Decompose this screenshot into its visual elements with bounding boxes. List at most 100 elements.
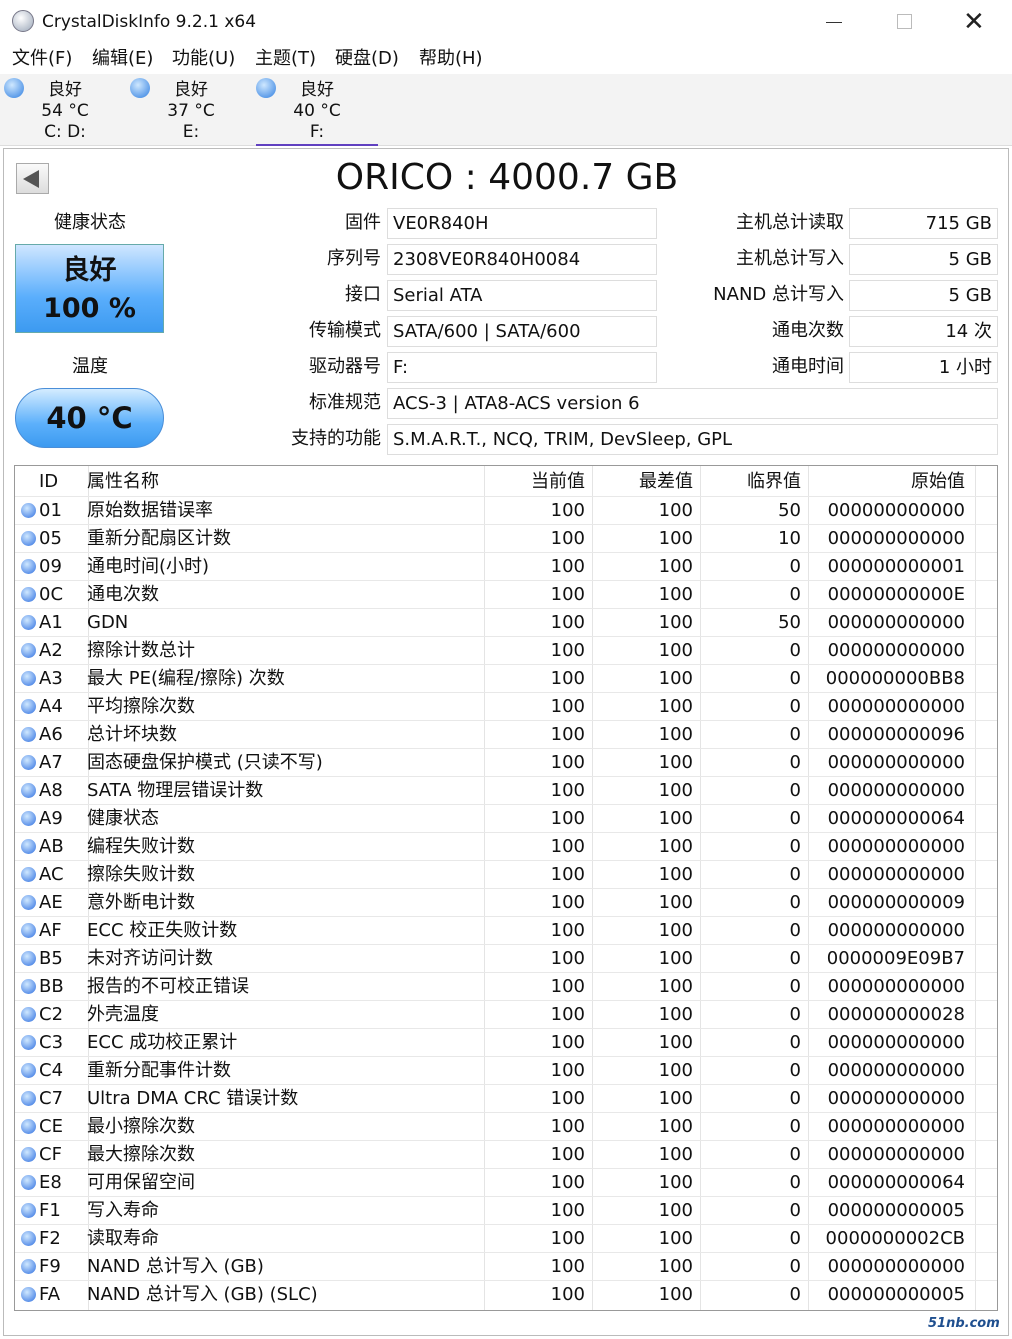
attribute-name: 报告的不可校正错误 [87, 976, 249, 997]
attribute-value: 0 [789, 1088, 801, 1109]
column-header[interactable]: ID [39, 471, 59, 492]
status-dot [21, 783, 36, 798]
attribute-value: 000000000000 [827, 1032, 965, 1053]
attribute-value: 0 [789, 948, 801, 969]
status-dot [21, 923, 36, 938]
status-dot [21, 1035, 36, 1050]
status-dot [21, 979, 36, 994]
attribute-value: 100 [658, 528, 693, 549]
attribute-value: 000000000000 [827, 528, 965, 549]
attribute-value: 100 [658, 1032, 693, 1053]
status-dot [21, 867, 36, 882]
maximize-button[interactable] [897, 14, 912, 29]
drive-temperature: 40 °C [293, 101, 341, 121]
info-value: F: [387, 352, 657, 383]
attribute-value: 100 [550, 1116, 585, 1137]
attribute-name: ECC 校正失败计数 [87, 920, 238, 941]
attribute-value: 100 [550, 724, 585, 745]
row-separator [15, 1028, 997, 1029]
attribute-value: 0 [789, 1060, 801, 1081]
main-panel: ORICO : 4000.7 GB 健康状态 良好 100 % 温度 40 °C… [3, 148, 1009, 1336]
drive-tab[interactable]: 良好 37 °C E: [130, 74, 252, 146]
attribute-value: 100 [550, 584, 585, 605]
attribute-id: A8 [39, 780, 63, 801]
attribute-value: 0 [789, 556, 801, 577]
smart-table: ID 属性名称 当前值 最差值 临界值 原始值 01 原始数据错误率 100 100 50 00000… [14, 465, 998, 1311]
status-dot [21, 951, 36, 966]
attribute-id: 09 [39, 556, 62, 577]
menu-item[interactable]: 文件(F) [12, 48, 73, 69]
info-label: 驱动器号 [309, 356, 381, 377]
status-dot [21, 643, 36, 658]
drive-tab[interactable]: 良好 54 °C C: D: [4, 74, 126, 146]
attribute-id: A6 [39, 724, 63, 745]
attribute-value: 100 [658, 1144, 693, 1165]
info-label: 标准规范 [309, 392, 381, 413]
info-value: VE0R840H [387, 208, 657, 239]
column-header[interactable]: 最差值 [639, 471, 693, 492]
row-separator [15, 1224, 997, 1225]
attribute-value: 0 [789, 1116, 801, 1137]
attribute-value: 0 [789, 1284, 801, 1305]
menu-item[interactable]: 主题(T) [255, 48, 317, 69]
menu-item[interactable]: 帮助(H) [419, 48, 483, 69]
attribute-value: 000000000000 [827, 752, 965, 773]
attribute-value: 100 [658, 668, 693, 689]
column-header[interactable]: 属性名称 [87, 471, 159, 492]
status-dot [21, 755, 36, 770]
row-separator [15, 1000, 997, 1001]
back-button[interactable] [16, 163, 49, 194]
attribute-id: F9 [39, 1256, 61, 1277]
attribute-id: CE [39, 1116, 63, 1137]
attribute-name: Ultra DMA CRC 错误计数 [87, 1088, 299, 1109]
attribute-id: B5 [39, 948, 63, 969]
attribute-id: F2 [39, 1228, 61, 1249]
attribute-name: 原始数据错误率 [87, 500, 213, 521]
attribute-name: 未对齐访问计数 [87, 948, 213, 969]
row-separator [15, 804, 997, 805]
attribute-value: 100 [658, 1284, 693, 1305]
app-icon [12, 10, 34, 32]
attribute-id: AE [39, 892, 63, 913]
row-separator [15, 1056, 997, 1057]
attribute-value: 100 [658, 640, 693, 661]
row-separator [15, 692, 997, 693]
row-separator [15, 1252, 997, 1253]
attribute-value: 000000000000 [827, 864, 965, 885]
attribute-value: 100 [550, 836, 585, 857]
attribute-value: 100 [658, 1004, 693, 1025]
attribute-value: 50 [778, 500, 801, 521]
minimize-button[interactable] [826, 22, 842, 23]
attribute-value: 100 [658, 948, 693, 969]
attribute-value: 0 [789, 1144, 801, 1165]
menu-item[interactable]: 功能(U) [172, 48, 236, 69]
column-header[interactable]: 临界值 [747, 471, 801, 492]
attribute-id: 0C [39, 584, 64, 605]
attribute-id: 01 [39, 500, 62, 521]
attribute-id: A9 [39, 808, 63, 829]
menu-item[interactable]: 硬盘(D) [335, 48, 399, 69]
attribute-value: 100 [658, 780, 693, 801]
attribute-name: 外壳温度 [87, 1004, 159, 1025]
attribute-id: A3 [39, 668, 63, 689]
menu-item[interactable]: 编辑(E) [92, 48, 154, 69]
attribute-value: 000000000000 [827, 500, 965, 521]
attribute-value: 100 [658, 556, 693, 577]
watermark: 51nb.com [928, 1316, 1000, 1331]
column-header[interactable]: 当前值 [531, 471, 585, 492]
drive-tabs: 良好 54 °C C: D: 良好 37 °C E: 良好 40 °C F: [0, 74, 1012, 146]
row-separator [15, 524, 997, 525]
attribute-id: 05 [39, 528, 62, 549]
drive-tab[interactable]: 良好 40 °C F: [256, 74, 378, 146]
status-dot [21, 531, 36, 546]
attribute-value: 100 [658, 864, 693, 885]
close-button[interactable]: ✕ [963, 7, 985, 37]
row-separator [15, 972, 997, 973]
attribute-id: F1 [39, 1200, 61, 1221]
column-header[interactable]: 原始值 [911, 471, 965, 492]
attribute-value: 10 [778, 528, 801, 549]
attribute-value: 0 [789, 808, 801, 829]
row-separator [15, 748, 997, 749]
attribute-value: 100 [550, 976, 585, 997]
row-separator [15, 552, 997, 553]
